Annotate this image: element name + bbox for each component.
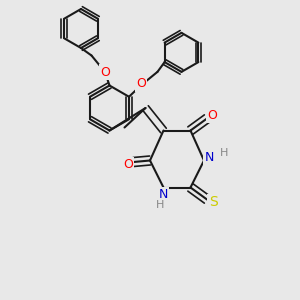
Text: S: S — [208, 196, 217, 209]
Text: O: O — [123, 158, 133, 172]
Text: H: H — [156, 200, 165, 210]
Text: O: O — [208, 109, 217, 122]
Text: N: N — [205, 151, 214, 164]
Text: O: O — [100, 65, 110, 79]
Text: N: N — [159, 188, 168, 202]
Text: H: H — [220, 148, 228, 158]
Text: O: O — [136, 77, 146, 90]
